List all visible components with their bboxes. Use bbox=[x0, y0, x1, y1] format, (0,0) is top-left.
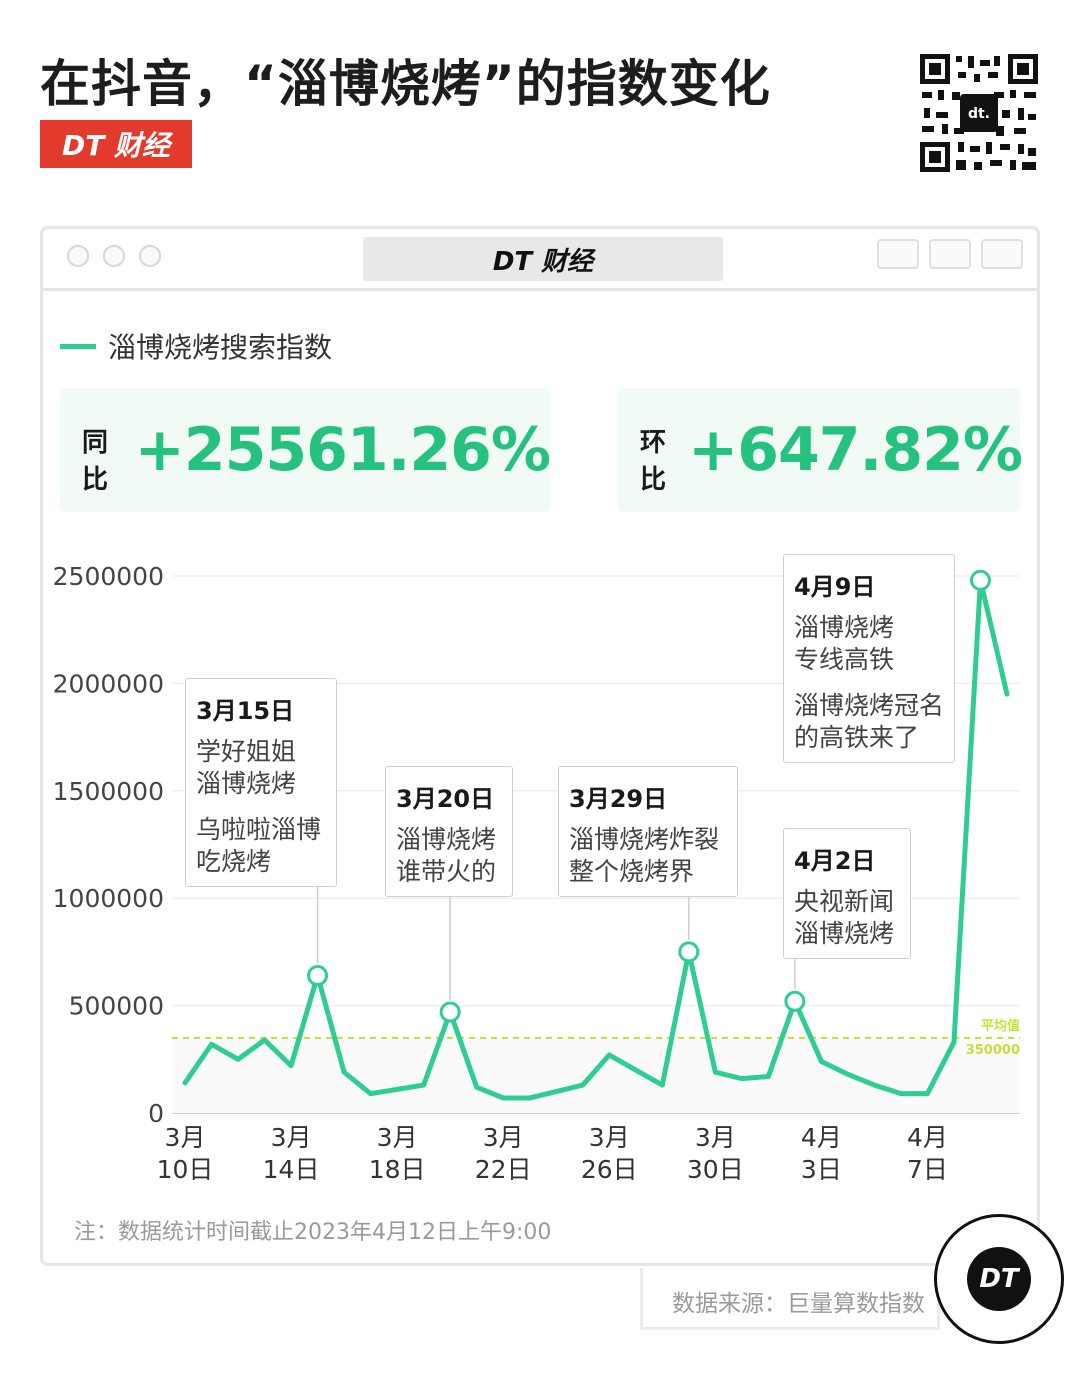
annotation-text: 整个烧烤界 bbox=[569, 857, 695, 886]
mom-label: 环比 bbox=[640, 428, 667, 495]
annotation-text: 淄博烧烤 bbox=[794, 613, 895, 642]
window-title: DT 财经 bbox=[363, 237, 723, 281]
annotation-callout: 4月9日淄博烧烤专线高铁淄博烧烤冠名 的高铁来了 bbox=[783, 554, 955, 763]
source-tab bbox=[640, 1268, 940, 1330]
y-tick-label: 2000000 bbox=[53, 669, 164, 698]
annotation-text: 淄博烧烤 bbox=[396, 825, 497, 854]
x-tick-month: 3月 bbox=[483, 1123, 524, 1152]
annotation-text: 淄博烧烤 bbox=[794, 919, 895, 948]
x-tick-day: 18日 bbox=[369, 1155, 426, 1184]
annotation-text: 淄博烧烤冠名 bbox=[794, 691, 945, 720]
x-tick-month: 4月 bbox=[907, 1123, 948, 1152]
annotation-text: 谁带火的 bbox=[396, 857, 497, 886]
legend-series-label: 淄博烧烤搜索指数 bbox=[108, 331, 333, 364]
x-tick-day: 14日 bbox=[263, 1155, 320, 1184]
series-line bbox=[182, 577, 1010, 1101]
mom-value: +647.82% bbox=[688, 415, 1023, 485]
y-tick-label: 1000000 bbox=[53, 884, 164, 913]
annotation-date: 4月2日 bbox=[794, 847, 876, 875]
x-tick-day: 30日 bbox=[687, 1155, 744, 1184]
mom-stat-card: 环比 +647.82% bbox=[618, 388, 1023, 512]
y-tick-label: 2500000 bbox=[53, 562, 164, 591]
qr-code-icon: dt. bbox=[918, 52, 1040, 174]
record-icon[interactable] bbox=[877, 239, 919, 269]
highlight-point bbox=[678, 941, 700, 963]
minimize-icon[interactable] bbox=[103, 245, 125, 267]
average-band bbox=[172, 1037, 1020, 1113]
annotation-callout: 4月2日央视新闻淄博烧烤 bbox=[783, 828, 911, 959]
x-tick-day: 7日 bbox=[907, 1155, 948, 1184]
annotation-text: 乌啦啦淄博 bbox=[196, 815, 322, 844]
annotation-text: 的高铁来了 bbox=[794, 723, 920, 752]
x-tick-month: 3月 bbox=[695, 1123, 736, 1152]
annotation-gap bbox=[794, 676, 944, 690]
annotation-date: 4月9日 bbox=[794, 573, 876, 601]
x-tick-month: 3月 bbox=[377, 1123, 418, 1152]
annotation-text: 淄博烧烤 bbox=[196, 769, 297, 798]
x-tick-month: 4月 bbox=[801, 1123, 842, 1152]
average-label: 平均值 bbox=[981, 1018, 1020, 1034]
data-source: 数据来源：巨量算数指数 bbox=[672, 1291, 925, 1317]
highlight-point bbox=[784, 990, 806, 1012]
y-tick-label: 0 bbox=[148, 1099, 164, 1128]
annotation-callout: 3月20日淄博烧烤谁带火的 bbox=[385, 766, 513, 897]
average-value-label: 350000 bbox=[966, 1043, 1020, 1058]
x-tick-month: 3月 bbox=[589, 1123, 630, 1152]
window-copy-icon[interactable] bbox=[981, 239, 1023, 269]
maximize-icon[interactable] bbox=[139, 245, 161, 267]
x-tick-day: 26日 bbox=[581, 1155, 638, 1184]
yoy-label: 同比 bbox=[82, 428, 109, 495]
annotation-callout: 3月15日学好姐姐淄博烧烤乌啦啦淄博吃烧烤 bbox=[185, 678, 337, 887]
yoy-value: +25561.26% bbox=[134, 415, 551, 485]
x-tick-day: 22日 bbox=[475, 1155, 532, 1184]
x-tick-day: 3日 bbox=[801, 1155, 842, 1184]
x-tick-day: 10日 bbox=[157, 1155, 214, 1184]
window-title-bar: DT 财经 bbox=[43, 229, 1037, 291]
dt-logo: DT bbox=[934, 1214, 1064, 1344]
annotation-date: 3月15日 bbox=[196, 697, 295, 725]
annotation-text: 学好姐姐 bbox=[196, 737, 297, 766]
annotation-text: 专线高铁 bbox=[794, 645, 895, 674]
dt-logo-text: DT bbox=[967, 1247, 1031, 1311]
y-tick-label: 1500000 bbox=[53, 777, 164, 806]
yoy-stat-card: 同比 +25561.26% bbox=[60, 388, 551, 512]
annotation-callout: 3月29日淄博烧烤炸裂 整个烧烤界 bbox=[558, 766, 738, 897]
y-tick-label: 500000 bbox=[69, 992, 164, 1021]
annotation-text: 淄博烧烤炸裂 bbox=[569, 825, 720, 854]
x-tick-month: 3月 bbox=[271, 1123, 312, 1152]
share-icon[interactable] bbox=[929, 239, 971, 269]
legend-line-icon bbox=[60, 343, 96, 349]
annotation-date: 3月20日 bbox=[396, 785, 495, 813]
highlight-point bbox=[307, 965, 329, 987]
highlight-point bbox=[439, 1001, 461, 1023]
x-tick-month: 3月 bbox=[165, 1123, 206, 1152]
annotation-gap bbox=[196, 800, 326, 814]
close-icon[interactable] bbox=[67, 245, 89, 267]
page-title: 在抖音，“淄博烧烤”的指数变化 bbox=[40, 55, 771, 113]
chart-legend: 淄博烧烤搜索指数 bbox=[60, 326, 332, 366]
annotation-date: 3月29日 bbox=[569, 785, 668, 813]
highlight-point bbox=[969, 569, 991, 591]
svg-text:dt.: dt. bbox=[968, 106, 990, 122]
footnote: 注：数据统计时间截止2023年4月12日上午9:00 bbox=[74, 1220, 552, 1245]
annotation-text: 央视新闻 bbox=[794, 887, 895, 916]
annotation-text: 吃烧烤 bbox=[196, 847, 272, 876]
brand-badge: DT 财经 bbox=[40, 120, 192, 168]
